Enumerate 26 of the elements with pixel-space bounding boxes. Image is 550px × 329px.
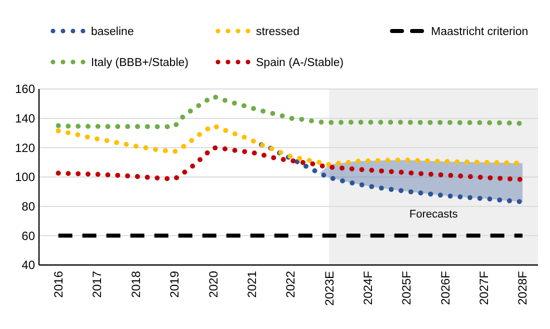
x-tick-label: 2022 <box>284 270 298 298</box>
y-tick-label: 100 <box>14 170 36 184</box>
legend-label: Spain (A-/Stable) <box>256 57 344 70</box>
legend-label: Italy (BBB+/Stable) <box>91 57 189 70</box>
y-tick-label: 80 <box>22 200 36 214</box>
y-tick-label: 120 <box>14 140 36 155</box>
x-tick-label: 2024F <box>361 271 375 306</box>
y-tick-label: 60 <box>22 228 36 243</box>
x-tick-label: 2017 <box>90 270 104 298</box>
y-tick-label: 160 <box>14 82 36 96</box>
x-tick-label: 2026F <box>438 271 452 306</box>
legend-label: baseline <box>91 26 134 38</box>
x-tick-label: 2019 <box>168 270 182 298</box>
x-tick-label: 2018 <box>128 270 143 298</box>
x-tick-label: 2016 <box>52 270 66 298</box>
y-tick-label: 40 <box>22 258 36 272</box>
legend-label: Maastricht criterion <box>431 26 528 38</box>
x-tick-label: 2025F <box>400 271 414 306</box>
band-label: Forecasts <box>409 208 458 220</box>
y-tick-label: 140 <box>14 112 36 126</box>
legend-label: stressed <box>256 26 300 38</box>
x-tick-label: 2028F <box>516 271 530 306</box>
x-tick-label: 2027F <box>477 271 492 306</box>
x-tick-label: 2021 <box>244 270 259 298</box>
x-tick-label: 2023E <box>322 271 336 306</box>
x-tick-label: 2020 <box>206 270 220 298</box>
